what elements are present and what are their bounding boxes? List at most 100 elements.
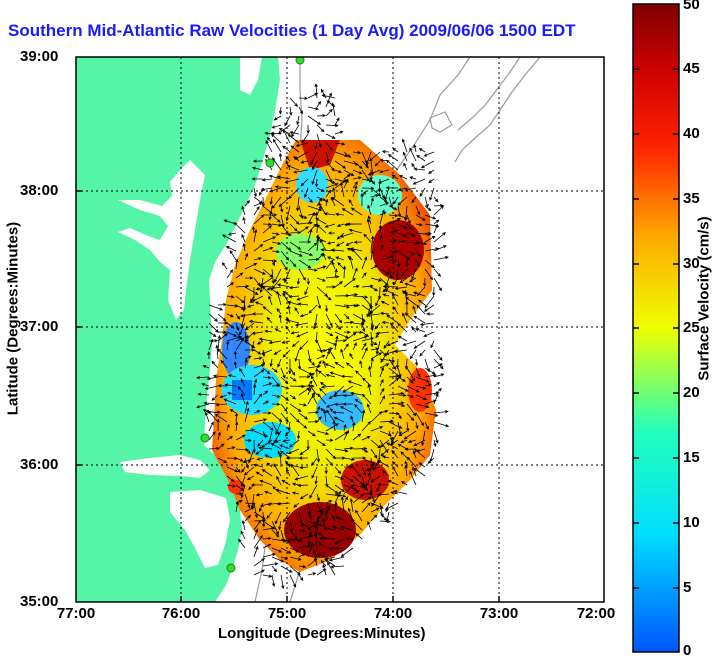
velocity-arrow: [392, 277, 399, 286]
velocity-arrow: [381, 455, 390, 459]
velocity-arrow: [253, 535, 263, 549]
velocity-arrow: [367, 383, 372, 396]
velocity-arrow: [379, 187, 385, 200]
velocity-arrow: [288, 286, 300, 290]
velocity-arrow: [217, 348, 228, 360]
velocity-arrow: [331, 196, 345, 207]
velocity-arrow: [325, 142, 333, 151]
colorbar-label: Surface Velocity (cm/s): [695, 216, 713, 381]
velocity-arrow: [298, 226, 309, 234]
velocity-arrow: [242, 457, 255, 464]
velocity-arrow: [307, 380, 313, 387]
velocity-arrow: [379, 378, 384, 387]
velocity-arrow: [294, 307, 300, 315]
velocity-arrow: [244, 514, 252, 522]
velocity-arrow: [313, 322, 318, 330]
velocity-arrow: [262, 411, 272, 415]
velocity-arrow: [413, 448, 426, 459]
velocity-arrow: [397, 250, 411, 260]
velocity-arrow: [397, 239, 407, 243]
velocity-arrow: [340, 496, 345, 513]
velocity-arrow: [367, 169, 381, 176]
velocity-arrow: [316, 493, 320, 502]
velocity-arrow: [240, 475, 246, 487]
velocity-arrow: [257, 439, 264, 448]
velocity-arrow: [406, 376, 414, 384]
velocity-arrow: [271, 367, 278, 373]
velocity-arrow: [361, 322, 366, 333]
velocity-arrow: [278, 196, 291, 208]
velocity-arrow: [307, 106, 320, 111]
velocity-arrow: [202, 365, 210, 369]
velocity-arrow: [355, 509, 363, 522]
velocity-arrow: [324, 363, 336, 369]
velocity-arrow: [311, 169, 318, 186]
velocity-arrow: [253, 268, 266, 275]
velocity-arrow: [259, 479, 273, 486]
velocity-arrow: [307, 372, 315, 378]
velocity-arrow: [324, 510, 329, 522]
velocity-arrow: [298, 96, 309, 100]
velocity-arrow: [361, 409, 366, 423]
velocity-arrow: [313, 548, 318, 558]
velocity-arrow: [316, 124, 325, 133]
velocity-arrow: [413, 467, 426, 477]
velocity-arrow: [278, 452, 283, 468]
velocity-arrow: [361, 160, 369, 169]
velocity-arrow: [433, 349, 443, 361]
velocity-arrow: [313, 523, 318, 540]
velocity-arrow: [393, 306, 399, 315]
velocity-arrow: [415, 376, 430, 383]
velocity-arrow: [368, 365, 372, 378]
colorbar-tick-label: 40: [683, 125, 700, 142]
velocity-arrow: [314, 556, 318, 567]
velocity-arrow: [326, 409, 336, 423]
velocity-arrow: [271, 196, 282, 209]
velocity-arrow: [407, 439, 417, 444]
velocity-arrow: [343, 169, 355, 176]
velocity-arrow: [262, 382, 273, 387]
velocity-arrow: [244, 286, 259, 295]
velocity-arrow: [424, 268, 433, 281]
velocity-arrow: [366, 218, 372, 234]
station-marker: [226, 563, 236, 573]
velocity-arrow: [316, 100, 322, 108]
velocity-arrow: [320, 560, 327, 567]
velocity-arrow: [317, 393, 327, 405]
velocity-arrow: [254, 301, 264, 306]
velocity-arrow: [229, 250, 237, 261]
velocity-arrow: [397, 196, 408, 206]
velocity-arrow: [424, 231, 432, 236]
velocity-arrow: [406, 214, 411, 225]
velocity-arrow: [395, 358, 400, 370]
velocity-arrow: [361, 337, 375, 342]
colorbar-tick-label: 50: [683, 0, 700, 13]
velocity-arrow: [253, 349, 262, 355]
velocity-arrow: [413, 291, 426, 297]
velocity-arrow: [237, 386, 246, 396]
velocity-arrow: [291, 491, 300, 495]
velocity-arrow: [404, 358, 409, 370]
velocity-arrow: [216, 410, 228, 414]
colorbar-tick-label: 35: [683, 190, 700, 207]
velocity-arrow: [217, 431, 221, 441]
velocity-arrow: [368, 151, 381, 162]
velocity-arrow: [306, 439, 310, 451]
velocity-arrow: [212, 374, 228, 378]
velocity-arrow: [325, 350, 330, 360]
velocity-arrow: [307, 531, 312, 540]
velocity-arrow: [270, 133, 282, 144]
velocity-arrow: [235, 466, 241, 473]
velocity-arrow: [316, 405, 321, 414]
velocity-arrow: [271, 565, 278, 573]
velocity-arrow: [409, 176, 417, 180]
velocity-arrow: [215, 344, 219, 360]
velocity-arrow: [321, 94, 336, 99]
velocity-arrow: [203, 401, 219, 405]
velocity-arrow: [226, 475, 235, 482]
velocity-arrow: [390, 491, 399, 495]
velocity-arrow: [293, 502, 300, 508]
velocity-arrow: [240, 313, 255, 318]
velocity-arrow: [251, 312, 264, 316]
velocity-arrow: [387, 154, 399, 162]
